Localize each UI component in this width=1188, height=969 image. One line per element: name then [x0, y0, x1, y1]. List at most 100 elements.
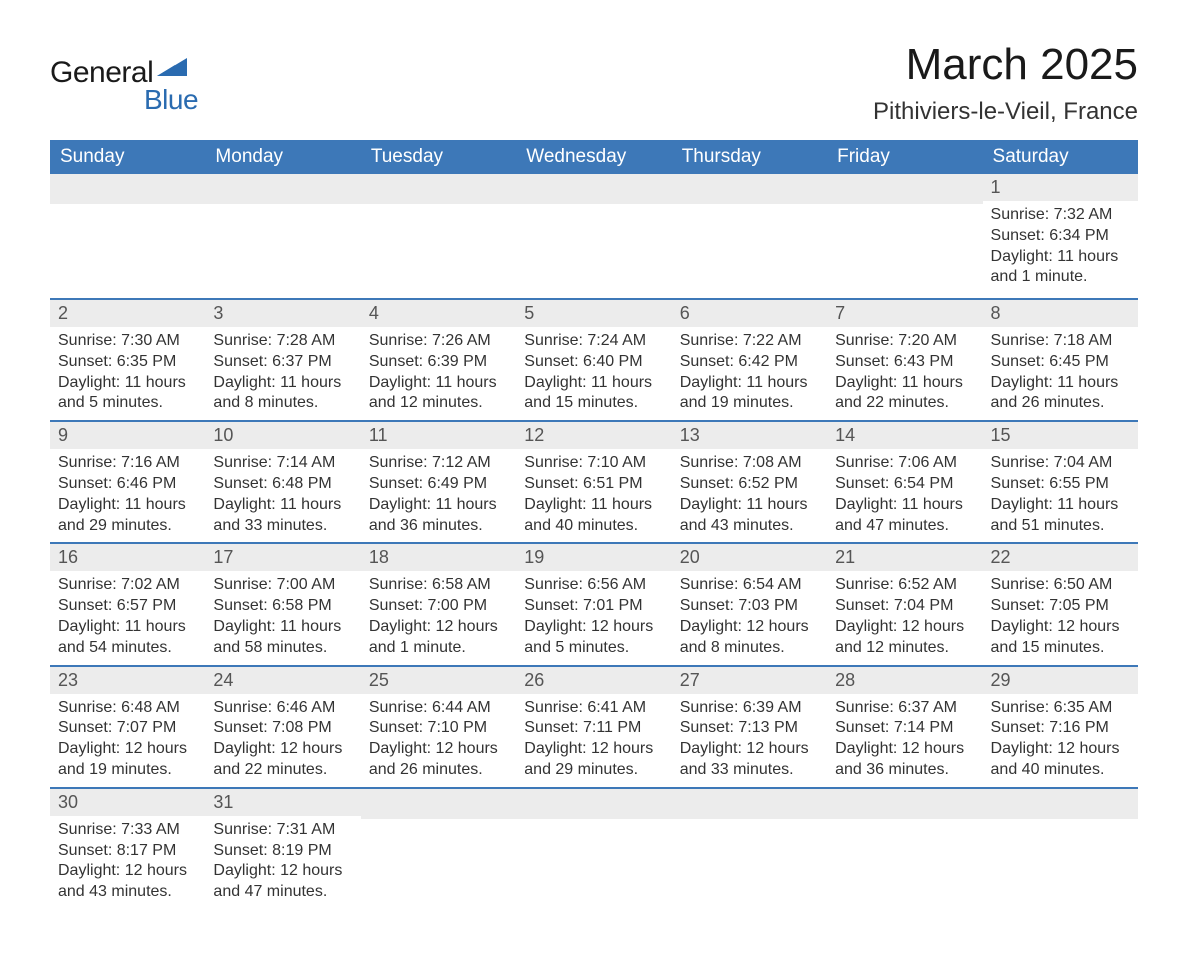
- sunset-text: Sunset: 6:40 PM: [524, 352, 663, 373]
- day-content: Sunrise: 6:48 AMSunset: 7:07 PMDaylight:…: [50, 694, 205, 787]
- daylight-text: Daylight: 11 hours: [835, 495, 974, 516]
- day-number: 2: [50, 300, 205, 327]
- weekday-header: Tuesday: [361, 140, 516, 174]
- sunset-text: Sunset: 6:51 PM: [524, 474, 663, 495]
- weekday-header: Friday: [827, 140, 982, 174]
- weekday-header: Monday: [205, 140, 360, 174]
- day-content: Sunrise: 6:41 AMSunset: 7:11 PMDaylight:…: [516, 694, 671, 787]
- sunrise-text: Sunrise: 7:30 AM: [58, 331, 197, 352]
- day-number-bar-empty: [672, 174, 827, 204]
- calendar-cell: [516, 788, 671, 909]
- sunset-text: Sunset: 6:35 PM: [58, 352, 197, 373]
- calendar-cell: [827, 174, 982, 299]
- calendar-cell: 31Sunrise: 7:31 AMSunset: 8:19 PMDayligh…: [205, 788, 360, 909]
- daylight-text: Daylight: 12 hours: [369, 617, 508, 638]
- sunset-text: Sunset: 7:01 PM: [524, 596, 663, 617]
- daylight-text: Daylight: 11 hours: [58, 495, 197, 516]
- day-content: Sunrise: 7:02 AMSunset: 6:57 PMDaylight:…: [50, 571, 205, 664]
- day-number: 26: [516, 667, 671, 694]
- sunrise-text: Sunrise: 7:33 AM: [58, 820, 197, 841]
- daylight-text: Daylight: 11 hours: [991, 495, 1130, 516]
- calendar-cell: 8Sunrise: 7:18 AMSunset: 6:45 PMDaylight…: [983, 299, 1138, 421]
- daylight-text: and 1 minute.: [369, 638, 508, 659]
- calendar-cell: 22Sunrise: 6:50 AMSunset: 7:05 PMDayligh…: [983, 543, 1138, 665]
- day-number: 8: [983, 300, 1138, 327]
- calendar-cell: 28Sunrise: 6:37 AMSunset: 7:14 PMDayligh…: [827, 666, 982, 788]
- daylight-text: Daylight: 12 hours: [213, 861, 352, 882]
- day-number-bar-empty: [361, 174, 516, 204]
- daylight-text: Daylight: 11 hours: [213, 373, 352, 394]
- logo-word2: Blue: [144, 84, 198, 116]
- day-content-empty: [50, 204, 205, 298]
- day-content: Sunrise: 6:39 AMSunset: 7:13 PMDaylight:…: [672, 694, 827, 787]
- calendar-cell: [361, 174, 516, 299]
- daylight-text: and 29 minutes.: [58, 516, 197, 537]
- day-content: Sunrise: 7:31 AMSunset: 8:19 PMDaylight:…: [205, 816, 360, 909]
- day-content: Sunrise: 7:28 AMSunset: 6:37 PMDaylight:…: [205, 327, 360, 420]
- calendar-cell: [827, 788, 982, 909]
- calendar-cell: 13Sunrise: 7:08 AMSunset: 6:52 PMDayligh…: [672, 421, 827, 543]
- sunset-text: Sunset: 6:42 PM: [680, 352, 819, 373]
- day-number: 1: [983, 174, 1138, 201]
- day-content: Sunrise: 7:24 AMSunset: 6:40 PMDaylight:…: [516, 327, 671, 420]
- weekday-header: Thursday: [672, 140, 827, 174]
- sunset-text: Sunset: 7:03 PM: [680, 596, 819, 617]
- calendar-cell: [50, 174, 205, 299]
- day-number: 19: [516, 544, 671, 571]
- day-number: 17: [205, 544, 360, 571]
- sunset-text: Sunset: 6:46 PM: [58, 474, 197, 495]
- daylight-text: Daylight: 11 hours: [58, 617, 197, 638]
- daylight-text: Daylight: 12 hours: [213, 739, 352, 760]
- daylight-text: Daylight: 12 hours: [991, 617, 1130, 638]
- daylight-text: Daylight: 12 hours: [680, 617, 819, 638]
- sunset-text: Sunset: 7:00 PM: [369, 596, 508, 617]
- sunset-text: Sunset: 7:13 PM: [680, 718, 819, 739]
- calendar-cell: [672, 788, 827, 909]
- daylight-text: and 40 minutes.: [524, 516, 663, 537]
- day-content: Sunrise: 7:30 AMSunset: 6:35 PMDaylight:…: [50, 327, 205, 420]
- daylight-text: Daylight: 12 hours: [680, 739, 819, 760]
- sunrise-text: Sunrise: 6:46 AM: [213, 698, 352, 719]
- daylight-text: and 33 minutes.: [213, 516, 352, 537]
- day-number: 24: [205, 667, 360, 694]
- daylight-text: Daylight: 12 hours: [524, 617, 663, 638]
- day-number: 9: [50, 422, 205, 449]
- sunrise-text: Sunrise: 7:20 AM: [835, 331, 974, 352]
- daylight-text: and 19 minutes.: [680, 393, 819, 414]
- daylight-text: and 12 minutes.: [835, 638, 974, 659]
- sunrise-text: Sunrise: 6:54 AM: [680, 575, 819, 596]
- daylight-text: and 40 minutes.: [991, 760, 1130, 781]
- day-number-bar-empty: [50, 174, 205, 204]
- day-number: 12: [516, 422, 671, 449]
- daylight-text: and 36 minutes.: [835, 760, 974, 781]
- weekday-header: Sunday: [50, 140, 205, 174]
- daylight-text: Daylight: 11 hours: [991, 247, 1130, 268]
- day-content-empty: [672, 204, 827, 298]
- sunset-text: Sunset: 7:14 PM: [835, 718, 974, 739]
- day-number: 4: [361, 300, 516, 327]
- day-number: 30: [50, 789, 205, 816]
- day-number-bar-empty: [361, 789, 516, 819]
- calendar-cell: 6Sunrise: 7:22 AMSunset: 6:42 PMDaylight…: [672, 299, 827, 421]
- calendar-cell: 3Sunrise: 7:28 AMSunset: 6:37 PMDaylight…: [205, 299, 360, 421]
- sunrise-text: Sunrise: 6:41 AM: [524, 698, 663, 719]
- calendar-cell: 7Sunrise: 7:20 AMSunset: 6:43 PMDaylight…: [827, 299, 982, 421]
- sunrise-text: Sunrise: 6:39 AM: [680, 698, 819, 719]
- day-number-bar-empty: [672, 789, 827, 819]
- sunrise-text: Sunrise: 7:00 AM: [213, 575, 352, 596]
- sunset-text: Sunset: 7:11 PM: [524, 718, 663, 739]
- weekday-header: Saturday: [983, 140, 1138, 174]
- calendar-cell: 20Sunrise: 6:54 AMSunset: 7:03 PMDayligh…: [672, 543, 827, 665]
- sunset-text: Sunset: 6:49 PM: [369, 474, 508, 495]
- calendar-cell: 30Sunrise: 7:33 AMSunset: 8:17 PMDayligh…: [50, 788, 205, 909]
- calendar-cell: 26Sunrise: 6:41 AMSunset: 7:11 PMDayligh…: [516, 666, 671, 788]
- sunrise-text: Sunrise: 6:58 AM: [369, 575, 508, 596]
- day-number-bar-empty: [983, 789, 1138, 819]
- daylight-text: Daylight: 12 hours: [991, 739, 1130, 760]
- day-content: Sunrise: 6:58 AMSunset: 7:00 PMDaylight:…: [361, 571, 516, 664]
- daylight-text: Daylight: 11 hours: [58, 373, 197, 394]
- sunrise-text: Sunrise: 7:08 AM: [680, 453, 819, 474]
- sunset-text: Sunset: 7:16 PM: [991, 718, 1130, 739]
- calendar-cell: 23Sunrise: 6:48 AMSunset: 7:07 PMDayligh…: [50, 666, 205, 788]
- logo-word1: General: [50, 56, 153, 90]
